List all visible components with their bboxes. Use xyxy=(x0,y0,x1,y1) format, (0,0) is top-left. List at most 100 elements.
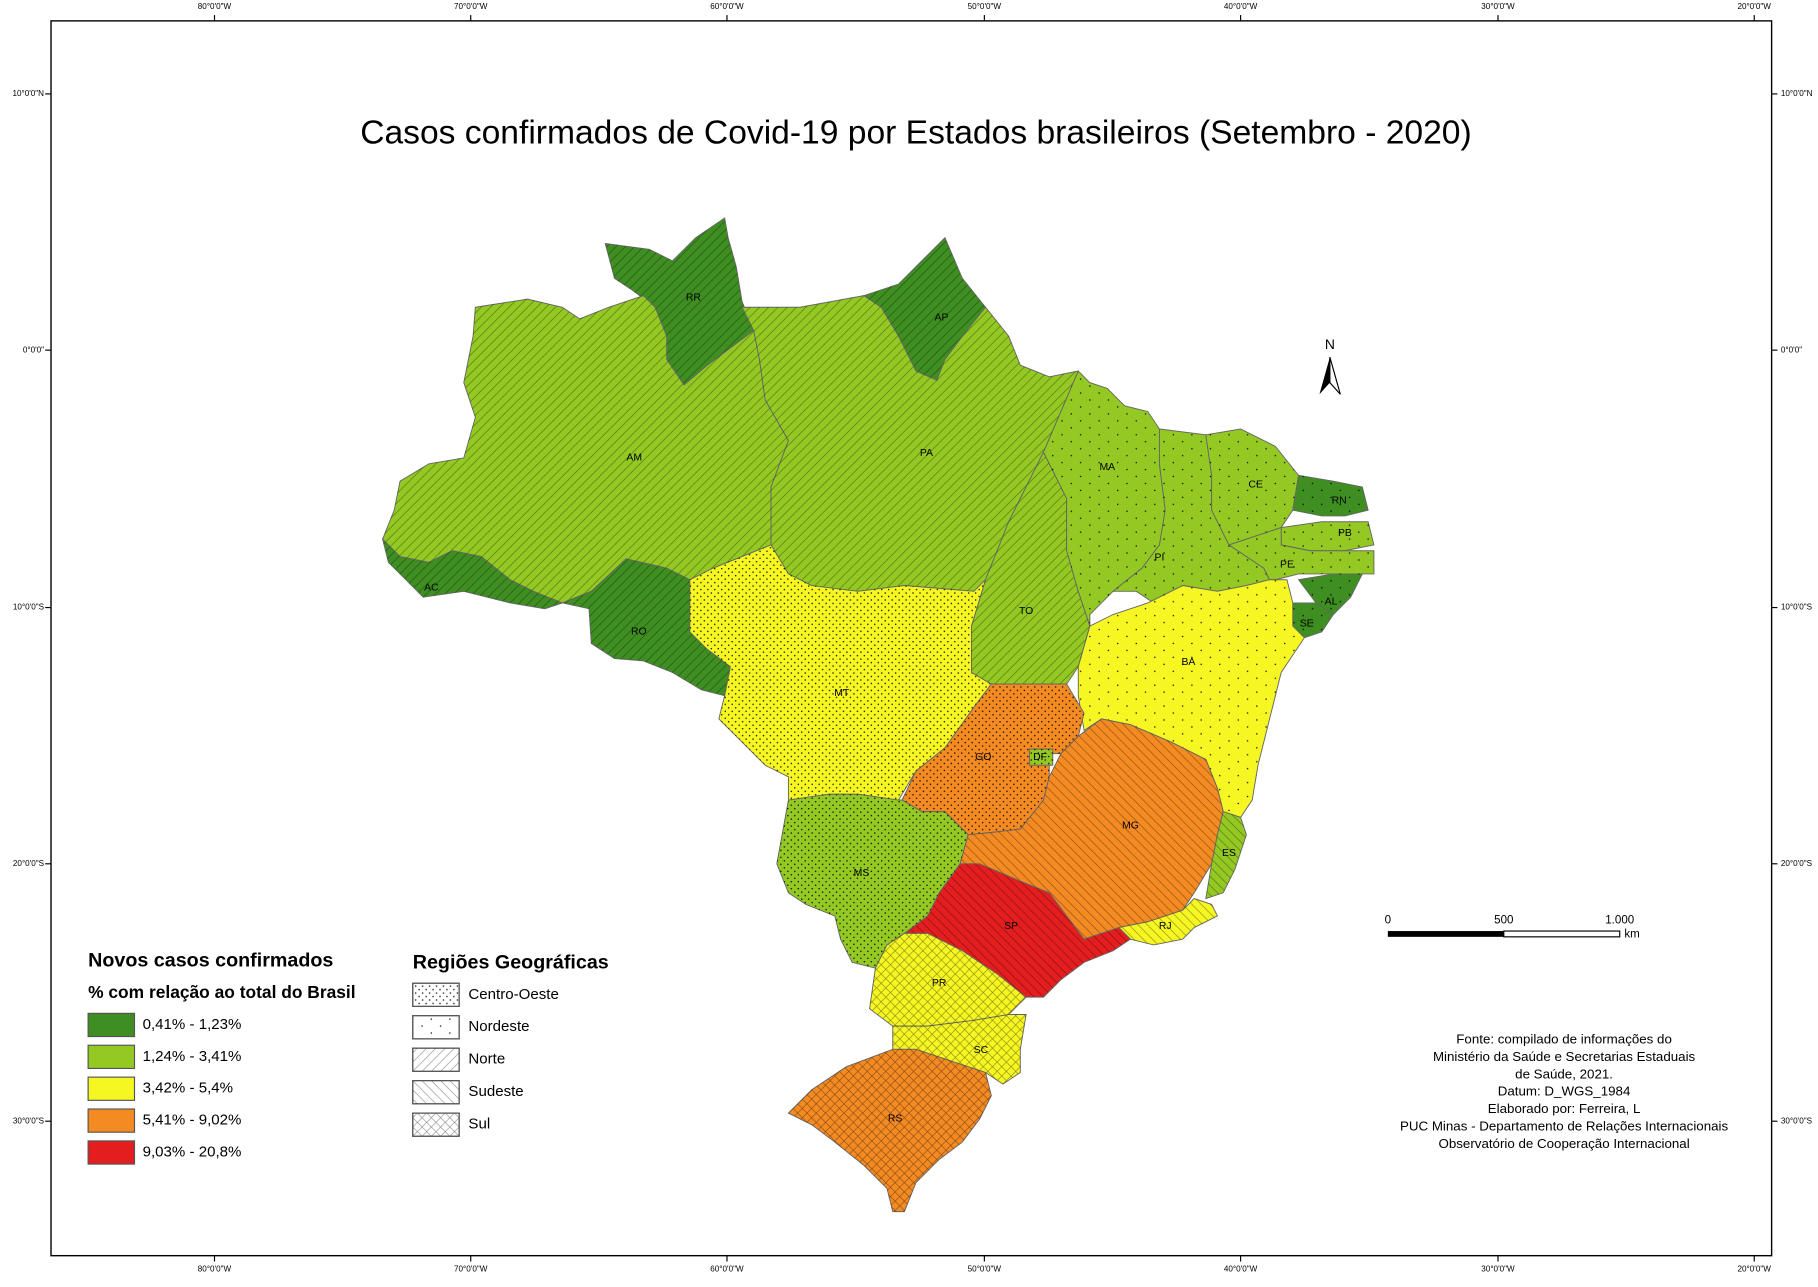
longitude-label: 20°0'0"W xyxy=(1738,1265,1772,1274)
state-label: AM xyxy=(626,453,642,464)
region-label: Sudeste xyxy=(468,1083,523,1100)
region-swatch-pattern xyxy=(412,1080,460,1105)
state-label: DF xyxy=(1033,752,1047,763)
legend-title: Novos casos confirmados xyxy=(88,949,333,971)
state-label: RR xyxy=(686,293,702,304)
scale-bar xyxy=(1503,930,1621,938)
scale-label: 500 xyxy=(1494,915,1513,927)
state-label: SP xyxy=(1004,921,1018,932)
region-label: Centro-Oeste xyxy=(468,986,558,1003)
map-frame xyxy=(50,20,1773,1257)
state-label: PA xyxy=(920,448,933,459)
longitude-label: 50°0'0"W xyxy=(968,2,1002,11)
longitude-label: 60°0'0"W xyxy=(710,2,744,11)
legend-label: 3,42% - 5,4% xyxy=(143,1080,233,1097)
latitude-label: 0°0'0" xyxy=(23,345,44,354)
state-label: RN xyxy=(1332,496,1347,507)
longitude-label: 70°0'0"W xyxy=(454,1265,488,1274)
source-line: Fonte: compilado de informações do xyxy=(1456,1032,1672,1047)
region-label: Sul xyxy=(468,1116,490,1133)
longitude-label: 50°0'0"W xyxy=(968,1265,1002,1274)
north-arrow xyxy=(1319,357,1330,395)
state-label: PR xyxy=(932,978,947,989)
state-label: ES xyxy=(1222,848,1236,859)
latitude-label: 10°0'0"N xyxy=(1781,89,1813,98)
state-label: AP xyxy=(935,312,949,323)
scale-bar xyxy=(1387,931,1504,937)
state-label: MS xyxy=(854,868,870,879)
latitude-label: 30°0'0"S xyxy=(1781,1116,1813,1125)
state-label: PB xyxy=(1338,528,1352,539)
state-region-pattern xyxy=(1298,573,1363,615)
source-line: PUC Minas - Departamento de Relações Int… xyxy=(1400,1119,1729,1134)
latitude-label: 20°0'0"S xyxy=(1781,859,1813,868)
state-region-pattern xyxy=(1113,429,1270,603)
state-region-pattern xyxy=(869,933,1027,1027)
legend-label: 5,41% - 9,02% xyxy=(143,1112,242,1129)
longitude-label: 30°0'0"W xyxy=(1481,2,1515,11)
scale-unit: km xyxy=(1624,929,1639,941)
region-swatch-pattern xyxy=(412,1112,460,1137)
latitude-label: 0°0'0" xyxy=(1781,345,1802,354)
state-label: GO xyxy=(975,752,991,763)
state-label: RJ xyxy=(1159,921,1172,932)
state-region-pattern xyxy=(1205,811,1247,899)
state-region-pattern xyxy=(1229,527,1374,580)
state-label: SC xyxy=(974,1045,989,1056)
states: RR AP AM PA AC RO MT TO MA PI CE RN PB PE AL SE BA GO DF MG… xyxy=(381,217,1375,1213)
map-furniture: N 0 500 1.000 km Novos casos confirmados… xyxy=(12,2,1812,1274)
state-region-pattern xyxy=(892,1014,1027,1085)
legend-subtitle: % com relação ao total do Brasil xyxy=(88,982,355,1002)
state-region-pattern xyxy=(689,544,992,801)
state-label: SE xyxy=(1300,619,1314,630)
map-title: Casos confirmados de Covid-19 por Estado… xyxy=(360,114,1472,151)
longitude-label: 70°0'0"W xyxy=(454,2,488,11)
longitude-label: 40°0'0"W xyxy=(1224,1265,1258,1274)
legend-swatch xyxy=(87,1140,136,1165)
state-label: CE xyxy=(1248,479,1263,490)
longitude-label: 40°0'0"W xyxy=(1224,2,1258,11)
longitude-label: 80°0'0"W xyxy=(198,2,232,11)
source-line: Datum: D_WGS_1984 xyxy=(1498,1084,1631,1099)
legend-label: 1,24% - 3,41% xyxy=(143,1048,242,1065)
state-label: AC xyxy=(424,583,439,594)
state-label: MA xyxy=(1099,462,1115,473)
state-label: PE xyxy=(1280,559,1294,570)
state-region-pattern xyxy=(562,558,731,696)
state-region-pattern xyxy=(1286,602,1334,638)
state-region-pattern xyxy=(382,539,563,609)
state-region-pattern xyxy=(742,295,1079,592)
state-region-pattern xyxy=(1078,579,1305,818)
legend-swatch xyxy=(87,1076,136,1101)
latitude-label: 30°0'0"S xyxy=(13,1116,45,1125)
state-label: PI xyxy=(1155,552,1165,563)
scale-label: 1.000 xyxy=(1605,915,1634,927)
region-label: Nordeste xyxy=(468,1018,529,1035)
state-label: TO xyxy=(1019,606,1033,617)
state-region-pattern xyxy=(776,794,969,969)
longitude-label: 60°0'0"W xyxy=(710,1265,744,1274)
source-line: de Saúde, 2021. xyxy=(1515,1066,1613,1081)
state-region-pattern xyxy=(605,217,754,385)
regions-legend-title: Regiões Geográficas xyxy=(413,952,609,974)
state-region-pattern xyxy=(904,863,1131,998)
north-arrow xyxy=(1329,356,1341,395)
state-label: MG xyxy=(1122,820,1139,831)
state-region-pattern xyxy=(1118,898,1218,945)
north-label: N xyxy=(1325,336,1335,352)
latitude-label: 10°0'0"S xyxy=(1781,603,1813,612)
state-region-pattern xyxy=(863,237,986,381)
legend-swatch xyxy=(87,1012,136,1038)
source-line: Observatório de Cooperação Internacional xyxy=(1438,1136,1689,1151)
state-region-pattern xyxy=(1292,475,1369,516)
state-region-pattern xyxy=(1281,521,1374,551)
state-region-pattern xyxy=(960,718,1224,940)
legend-swatch xyxy=(87,1108,136,1133)
state-region-pattern xyxy=(1043,371,1166,627)
scale-label: 0 xyxy=(1385,915,1391,927)
longitude-label: 30°0'0"W xyxy=(1481,1265,1515,1274)
longitude-label: 20°0'0"W xyxy=(1738,2,1772,11)
legend-swatch xyxy=(87,1044,136,1070)
longitude-label: 80°0'0"W xyxy=(198,1265,232,1274)
